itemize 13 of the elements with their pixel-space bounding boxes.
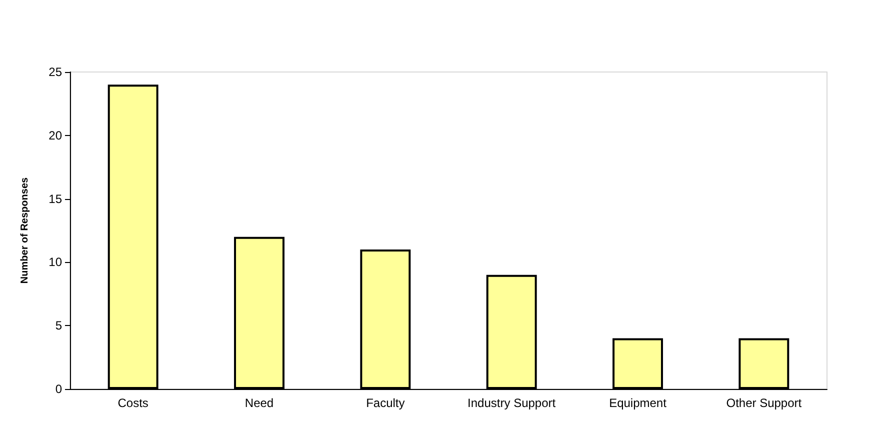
x-tick-label: Faculty [366,396,405,410]
y-tick-label: 5 [55,318,62,333]
y-tick-label: 0 [55,382,62,396]
x-tick-label: Other Support [726,396,802,410]
y-tick-label: 25 [48,65,62,79]
x-tick-label: Costs [118,396,148,410]
y-tick-label: 10 [48,255,62,270]
x-tick-label: Need [244,396,274,410]
y-tick-label: 20 [48,128,62,142]
y-tick-label: 15 [48,192,62,206]
y-axis-title: Number of Responses [20,177,30,284]
x-tick-label: Industry Support [468,396,556,410]
x-tick-label: Equipment [609,396,668,410]
